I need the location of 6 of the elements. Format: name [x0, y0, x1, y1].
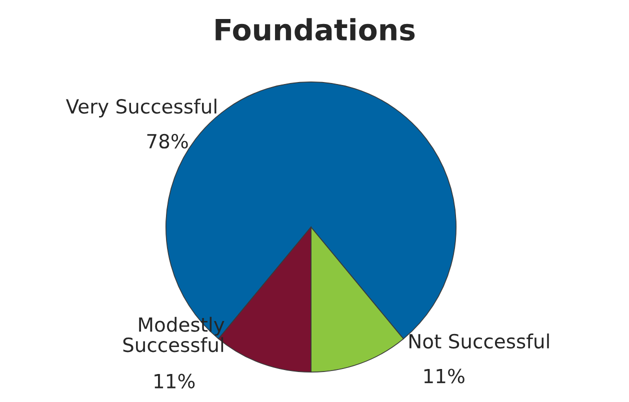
- data-label: 78%: [147, 134, 188, 149]
- data-label: 11%: [424, 368, 464, 384]
- slice-label: Not Successful: [410, 334, 549, 349]
- chart-title: Foundations: [216, 18, 415, 41]
- slice-label: Very Successful: [66, 98, 216, 118]
- data-label: 11%: [154, 374, 195, 388]
